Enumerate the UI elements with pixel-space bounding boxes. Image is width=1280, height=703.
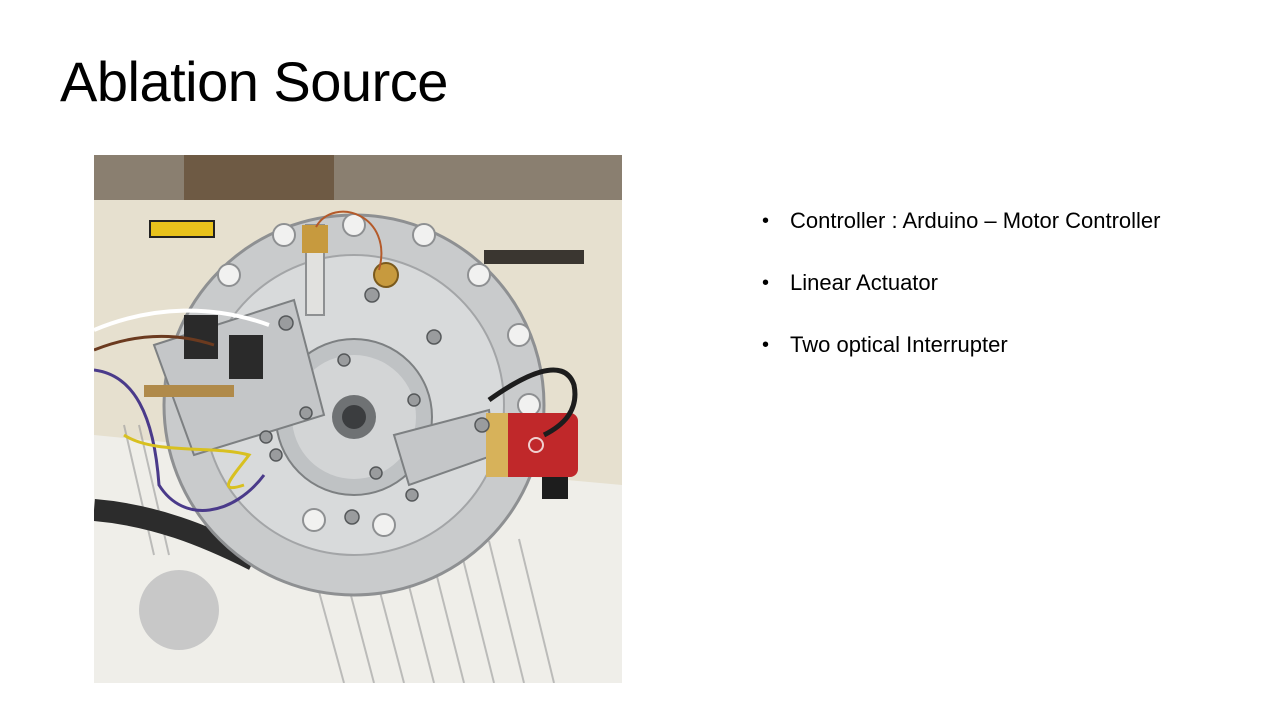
brass-port	[373, 262, 399, 288]
bullet-item-linear-actuator: • Linear Actuator	[760, 266, 1161, 300]
warning-label	[149, 220, 215, 238]
bullet-glyph: •	[762, 272, 770, 294]
hub-bore-inner	[342, 405, 366, 429]
motor-cable	[487, 367, 578, 438]
bullet-item-controller: • Controller : Arduino – Motor Controlle…	[760, 204, 1161, 238]
bullet-text: Linear Actuator	[790, 270, 938, 295]
slide-title: Ablation Source	[60, 50, 448, 113]
motor-connector	[542, 477, 568, 499]
brown-wire	[94, 334, 215, 352]
white-wire	[94, 308, 270, 332]
screws	[259, 287, 490, 525]
copper-wire	[315, 210, 383, 271]
purple-wire	[94, 368, 266, 512]
equipment-slot	[484, 250, 584, 264]
optical-interrupter-1	[184, 315, 218, 359]
motor-logo	[528, 437, 544, 453]
ablation-source-photo	[94, 155, 622, 683]
paper-disc-illustration	[139, 570, 219, 650]
motor-collar	[486, 413, 508, 477]
flange-bolt-holes	[217, 213, 541, 537]
circuit-board	[144, 385, 234, 397]
optical-interrupter-2	[229, 335, 263, 379]
photo-illustration	[94, 155, 622, 683]
brass-connector	[302, 225, 328, 253]
bullet-text: Controller : Arduino – Motor Controller	[790, 208, 1161, 233]
yellow-wire	[123, 433, 252, 490]
bullet-glyph: •	[762, 210, 770, 232]
wooden-box	[184, 155, 334, 205]
bullet-item-optical-interrupter: • Two optical Interrupter	[760, 328, 1161, 362]
bullet-glyph: •	[762, 334, 770, 356]
bullet-text: Two optical Interrupter	[790, 332, 1008, 357]
bullet-list: • Controller : Arduino – Motor Controlle…	[760, 204, 1161, 390]
